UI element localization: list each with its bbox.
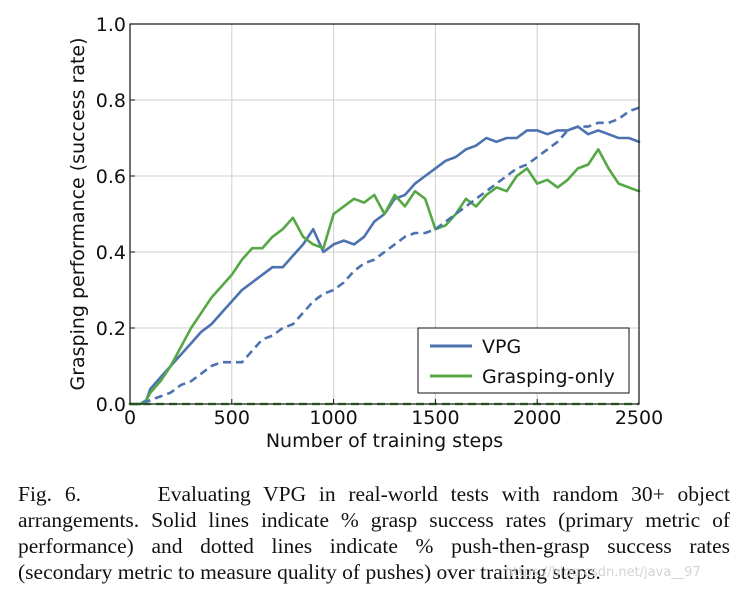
series-line-vpg-push-then-grasp xyxy=(130,106,640,406)
y-tick-label: 0.2 xyxy=(96,318,126,340)
legend-label-grasping-only: Grasping-only xyxy=(482,366,615,388)
watermark: https://blog.csdn.net/java__97 xyxy=(505,565,701,580)
y-axis-label: Grasping performance (success rate) xyxy=(67,37,89,390)
x-tick-label: 2500 xyxy=(615,407,663,429)
legend: VPG Grasping-only xyxy=(417,327,630,394)
y-tick-label: 0.6 xyxy=(96,166,126,188)
series-line-vpg xyxy=(128,125,641,406)
x-tick-label: 0 xyxy=(124,407,136,429)
series-line-grasping-only xyxy=(128,148,641,406)
y-tick-label: 0.0 xyxy=(96,394,126,416)
plot-frame xyxy=(129,23,640,405)
y-tick-label: 0.4 xyxy=(96,242,126,264)
caption-text: Evaluating VPG in real-world tests with … xyxy=(18,482,730,584)
y-tick-label: 0.8 xyxy=(96,90,126,112)
x-tick-label: 1000 xyxy=(309,407,357,429)
ticks: 0 500 1000 1500 2000 2500 0.0 0.2 0.4 0.6 0.8 1.0 xyxy=(96,14,663,429)
figure-caption: Fig. 6. Evaluating VPG in real-world tes… xyxy=(18,481,730,585)
y-tick-label: 1.0 xyxy=(96,14,126,36)
chart: 0 500 1000 1500 2000 2500 0.0 0.2 0.4 0.6 0.8 1.0 N… xyxy=(67,14,663,452)
x-tick-label: 1500 xyxy=(411,407,459,429)
x-tick-label: 500 xyxy=(214,407,250,429)
legend-label-vpg: VPG xyxy=(482,336,521,358)
x-axis-label: Number of training steps xyxy=(266,430,503,452)
x-tick-label: 2000 xyxy=(513,407,561,429)
caption-label: Fig. 6. xyxy=(18,482,81,506)
legend-box xyxy=(417,327,630,394)
